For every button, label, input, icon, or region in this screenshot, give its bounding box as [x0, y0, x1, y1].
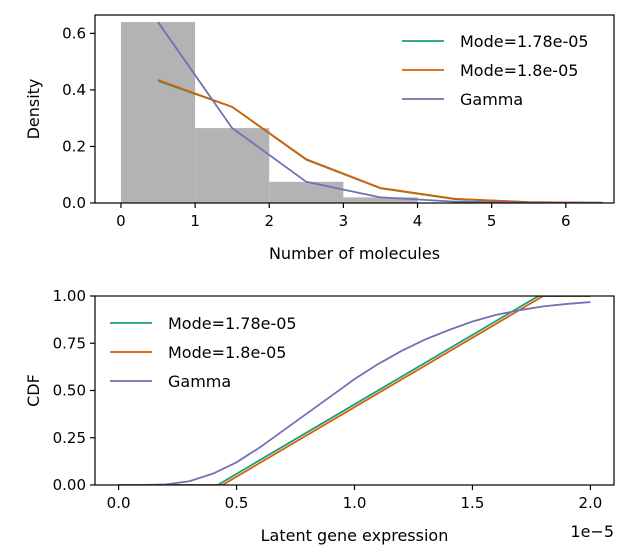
x-tick-label: 1.0	[343, 494, 367, 512]
x-axis-label: Number of molecules	[269, 244, 440, 263]
y-tick-label: 1.00	[53, 287, 86, 305]
legend: Mode=1.78e-05 Mode=1.8e-05 Gamma	[402, 32, 589, 109]
legend: Mode=1.78e-05 Mode=1.8e-05 Gamma	[110, 314, 297, 391]
x-tick-label: 2.0	[578, 494, 602, 512]
x-tick-label: 0.5	[225, 494, 249, 512]
x-tick-label: 5	[487, 212, 497, 230]
plot-frame	[94, 14, 615, 204]
histogram-bar-0	[120, 22, 196, 203]
y-axis-label: CDF	[24, 374, 43, 407]
x-tick-label: 0.0	[107, 494, 131, 512]
y-tick-label: 0.50	[53, 382, 86, 400]
histogram-bar-1	[195, 128, 270, 203]
x-tick-label: 1.5	[461, 494, 485, 512]
legend-entry-label: Mode=1.78e-05	[460, 32, 589, 51]
y-tick-label: 0.25	[53, 429, 86, 447]
x-offset-label: 1e−5	[570, 522, 614, 541]
density-panel: 0 1 2 3 4 5 6 0.0 0.2 0.4 0.6 Number of molecules De…	[24, 14, 615, 263]
series-line-0	[118, 296, 591, 485]
legend-entry-label: Mode=1.78e-05	[168, 314, 297, 333]
y-tick-label: 0.00	[53, 476, 86, 494]
histogram-bar-2	[269, 181, 344, 203]
histogram-bar-3	[343, 197, 418, 203]
x-tick-label: 1	[190, 212, 200, 230]
legend-entry-label: Gamma	[460, 90, 523, 109]
y-tick-label: 0.2	[62, 137, 86, 155]
series-line-1	[118, 296, 591, 485]
x-tick-label: 3	[339, 212, 349, 230]
x-tick-label: 0	[116, 212, 126, 230]
y-tick-label: 0.6	[62, 24, 86, 42]
y-tick-label: 0.75	[53, 334, 86, 352]
x-tick-label: 4	[413, 212, 423, 230]
cdf-panel: 0.0 0.5 1.0 1.5 2.0 0.00 0.25 0.50 0.75 1.00 Laten…	[24, 287, 615, 545]
x-tick-label: 6	[561, 212, 571, 230]
legend-entry-label: Mode=1.8e-05	[168, 343, 286, 362]
y-axis-label: Density	[24, 79, 43, 140]
series-lines	[118, 296, 591, 485]
legend-entry-label: Gamma	[168, 372, 231, 391]
y-tick-label: 0.0	[62, 194, 86, 212]
legend-entry-label: Mode=1.8e-05	[460, 61, 578, 80]
y-tick-label: 0.4	[62, 81, 86, 99]
series-line-2	[118, 301, 591, 485]
x-tick-label: 2	[264, 212, 274, 230]
x-axis-label: Latent gene expression	[261, 526, 449, 545]
